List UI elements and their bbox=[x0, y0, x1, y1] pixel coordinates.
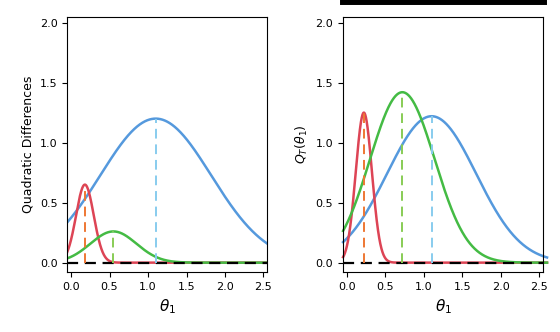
X-axis label: $\theta_1$: $\theta_1$ bbox=[435, 297, 452, 316]
Y-axis label: Quadratic Differences: Quadratic Differences bbox=[21, 76, 34, 213]
Y-axis label: $Q_T(\theta_1)$: $Q_T(\theta_1)$ bbox=[294, 124, 310, 164]
X-axis label: $\theta_1$: $\theta_1$ bbox=[158, 297, 176, 316]
